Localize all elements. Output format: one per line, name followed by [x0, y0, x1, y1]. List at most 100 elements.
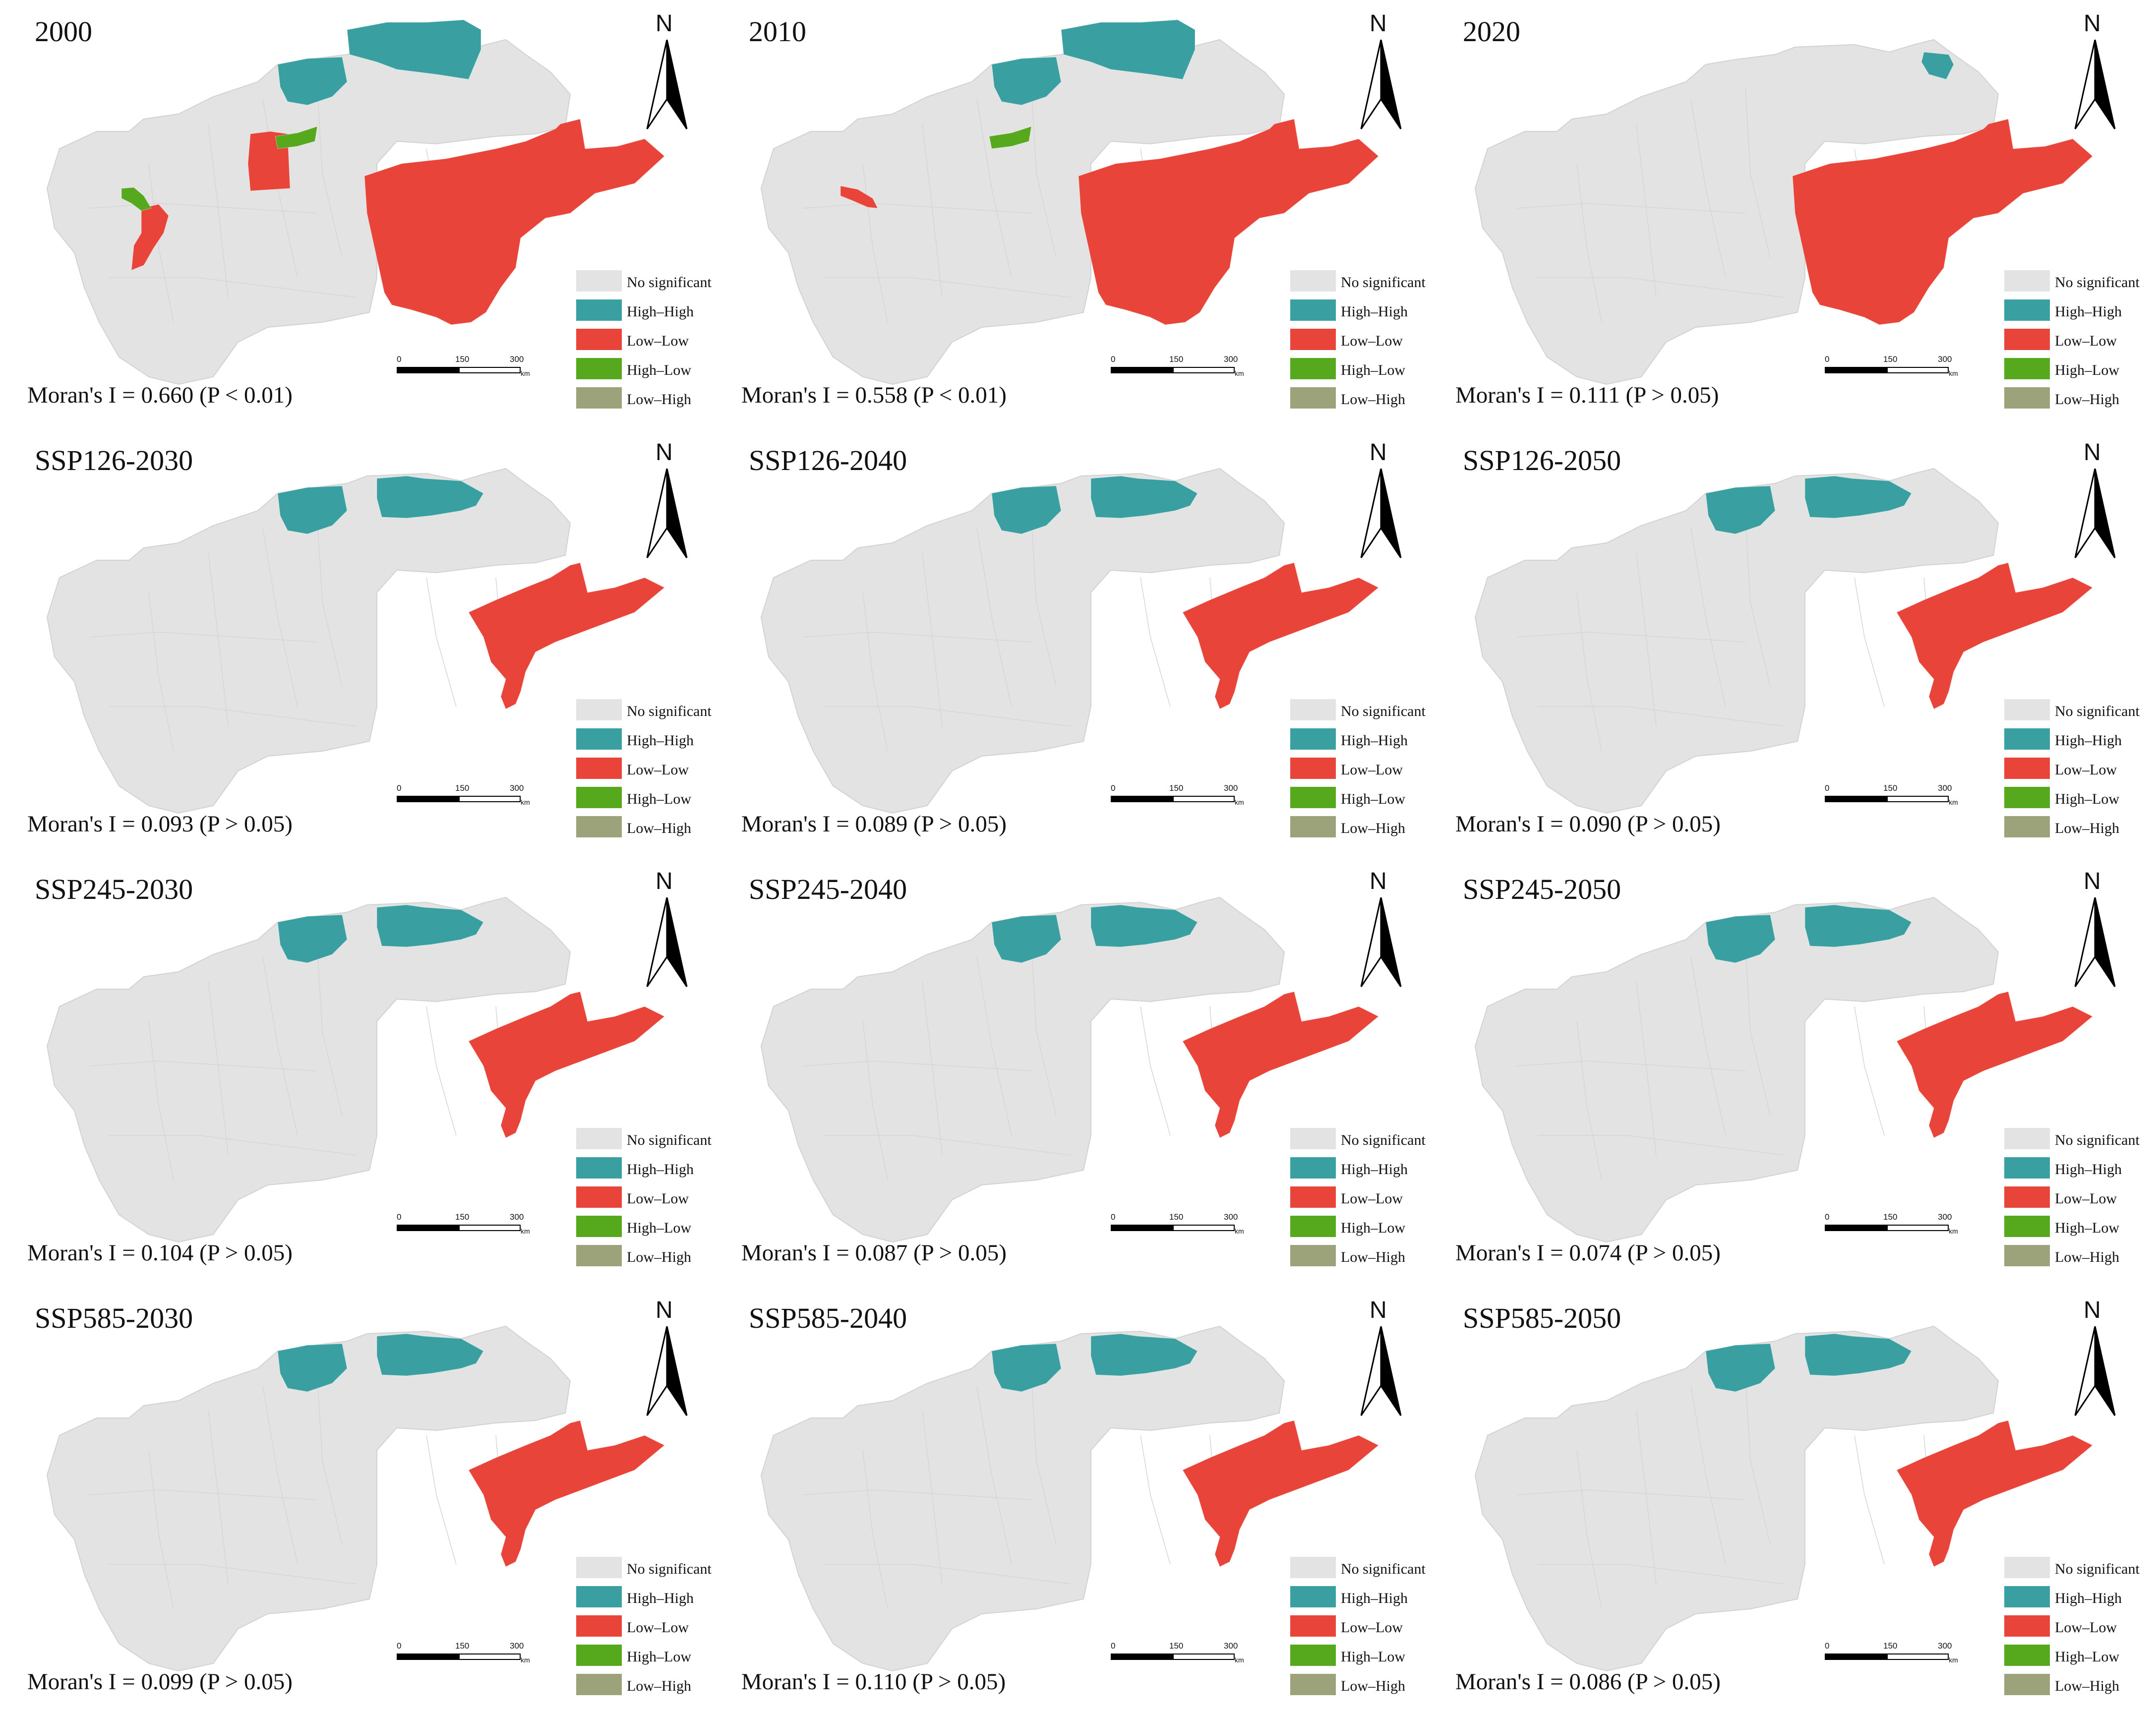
- legend-swatch: [576, 816, 622, 837]
- county-boundary: [1854, 577, 1885, 707]
- north-arrow-icon: [646, 897, 688, 987]
- west-outlier-region: [121, 187, 152, 211]
- morans-i-stat: Moran's I = 0.104 (P > 0.05): [27, 1240, 293, 1266]
- county-boundary: [1854, 1006, 1885, 1136]
- study-area-map: [46, 896, 665, 1243]
- central-outlier-region: [275, 126, 318, 149]
- county-boundary: [1537, 277, 1786, 298]
- scale-tick-label: 0: [1825, 354, 1830, 364]
- north-label: N: [1370, 1297, 1387, 1323]
- legend-label: Low–Low: [1341, 1619, 1403, 1636]
- legend-label: Low–High: [2055, 1249, 2119, 1265]
- county-boundary: [862, 1450, 888, 1609]
- scale-bar: 0 150 300 km: [397, 1212, 530, 1242]
- legend-label: High–High: [1341, 1161, 1408, 1178]
- legend-label: Low–High: [627, 1678, 691, 1694]
- legend-label: Low–Low: [1341, 1190, 1403, 1207]
- north-arrow-icon: [1360, 897, 1402, 987]
- legend-swatch: [2004, 758, 2050, 779]
- east-cluster-region: [468, 1420, 665, 1567]
- panel-title: 2000: [35, 15, 92, 48]
- study-area-map: [760, 19, 1379, 385]
- legend-swatch: [1290, 270, 1336, 292]
- legend-label: High–Low: [627, 1649, 691, 1665]
- county-boundary: [823, 277, 1072, 298]
- legend-label: No significant: [627, 1132, 712, 1148]
- legend-swatch: [576, 787, 622, 808]
- scale-tick-label: 300: [1224, 354, 1238, 364]
- legend-label: High–Low: [627, 791, 691, 807]
- legend-swatch: [2004, 1674, 2050, 1695]
- scale-segment-white: [459, 796, 521, 802]
- legend-label: High–High: [1341, 303, 1408, 320]
- county-boundary: [976, 99, 1012, 278]
- north-central-cluster-region: [1804, 475, 1912, 519]
- county-boundary: [922, 1410, 943, 1585]
- county-boundary: [1745, 946, 1771, 1116]
- county-boundary: [1031, 518, 1057, 687]
- legend-swatch: [1290, 329, 1336, 350]
- legend-label: Low–High: [627, 1249, 691, 1265]
- scale-unit-label: km: [521, 369, 530, 377]
- county-boundary: [262, 1385, 298, 1565]
- map-panel: 2020 Moran's I = 0.111 (P > 0.05) N No sign…: [1428, 0, 2142, 426]
- scale-tick-label: 0: [1111, 1641, 1116, 1651]
- morans-i-stat: Moran's I = 0.086 (P > 0.05): [1455, 1669, 1721, 1695]
- legend-swatch: [2004, 299, 2050, 321]
- morans-i-stat: Moran's I = 0.660 (P < 0.01): [27, 382, 293, 408]
- county-boundary: [89, 203, 318, 214]
- legend-label: Low–High: [2055, 391, 2119, 408]
- north-arrow-icon: [1360, 40, 1402, 129]
- north-arrow-icon: [2074, 469, 2116, 558]
- scale-tick-label: 150: [455, 1641, 470, 1651]
- east-cluster-region: [1182, 562, 1379, 709]
- north-arrow-icon: [646, 469, 688, 558]
- legend-swatch: [576, 1645, 622, 1666]
- legend-swatch: [576, 699, 622, 720]
- legend-label: Low–Low: [2055, 762, 2117, 778]
- scale-unit-label: km: [1235, 798, 1244, 806]
- legend-swatch: [2004, 1216, 2050, 1237]
- legend-label: High–High: [627, 303, 694, 320]
- north-arrow-icon: [1360, 469, 1402, 558]
- map-panel: SSP126-2030 Moran's I = 0.093 (P > 0.05) N…: [0, 429, 714, 855]
- north-west-cluster-region: [991, 914, 1062, 963]
- county-boundary: [208, 123, 229, 298]
- legend-label: High–Low: [2055, 1220, 2119, 1236]
- scale-tick-label: 150: [1169, 1212, 1184, 1222]
- study-area-map: [1474, 1325, 2093, 1672]
- north-central-cluster-region: [1090, 1333, 1198, 1376]
- scale-tick-label: 150: [1169, 783, 1184, 793]
- north-label: N: [656, 868, 673, 894]
- county-boundary: [262, 528, 298, 707]
- county-boundary: [1031, 946, 1057, 1116]
- legend-label: No significant: [2055, 1132, 2140, 1148]
- legend-swatch: [1290, 358, 1336, 379]
- county-boundary: [1745, 1375, 1771, 1545]
- north-west-cluster-region: [991, 1343, 1062, 1392]
- scale-tick-label: 150: [1169, 1641, 1184, 1651]
- north-west-cluster-region: [277, 485, 348, 534]
- east-cluster-region: [468, 562, 665, 709]
- scale-segment-black: [1111, 796, 1173, 802]
- legend-label: No significant: [627, 274, 712, 291]
- scale-segment-white: [1173, 1654, 1235, 1660]
- scale-bar: 0 150 300 km: [397, 1641, 530, 1671]
- county-boundary: [208, 981, 229, 1156]
- legend-swatch: [1290, 1128, 1336, 1149]
- legend-label: Low–Low: [2055, 1619, 2117, 1636]
- scale-segment-white: [1887, 796, 1949, 802]
- map-panel: SSP126-2050 Moran's I = 0.090 (P > 0.05) N…: [1428, 429, 2142, 855]
- county-boundary: [862, 163, 888, 323]
- map-panel: SSP245-2050 Moran's I = 0.074 (P > 0.05) N…: [1428, 858, 2142, 1284]
- scale-bar: 0 150 300 km: [397, 783, 530, 813]
- scale-unit-label: km: [1949, 1227, 1958, 1235]
- legend-label: Low–High: [627, 820, 691, 836]
- legend-swatch: [576, 1216, 622, 1237]
- legend-swatch: [1290, 1186, 1336, 1208]
- county-boundary: [109, 706, 358, 727]
- north-central-cluster-region: [1804, 1333, 1912, 1376]
- scale-tick-label: 0: [1111, 783, 1116, 793]
- county-boundary: [1517, 203, 1746, 214]
- scale-bar: 0 150 300 km: [1111, 354, 1244, 384]
